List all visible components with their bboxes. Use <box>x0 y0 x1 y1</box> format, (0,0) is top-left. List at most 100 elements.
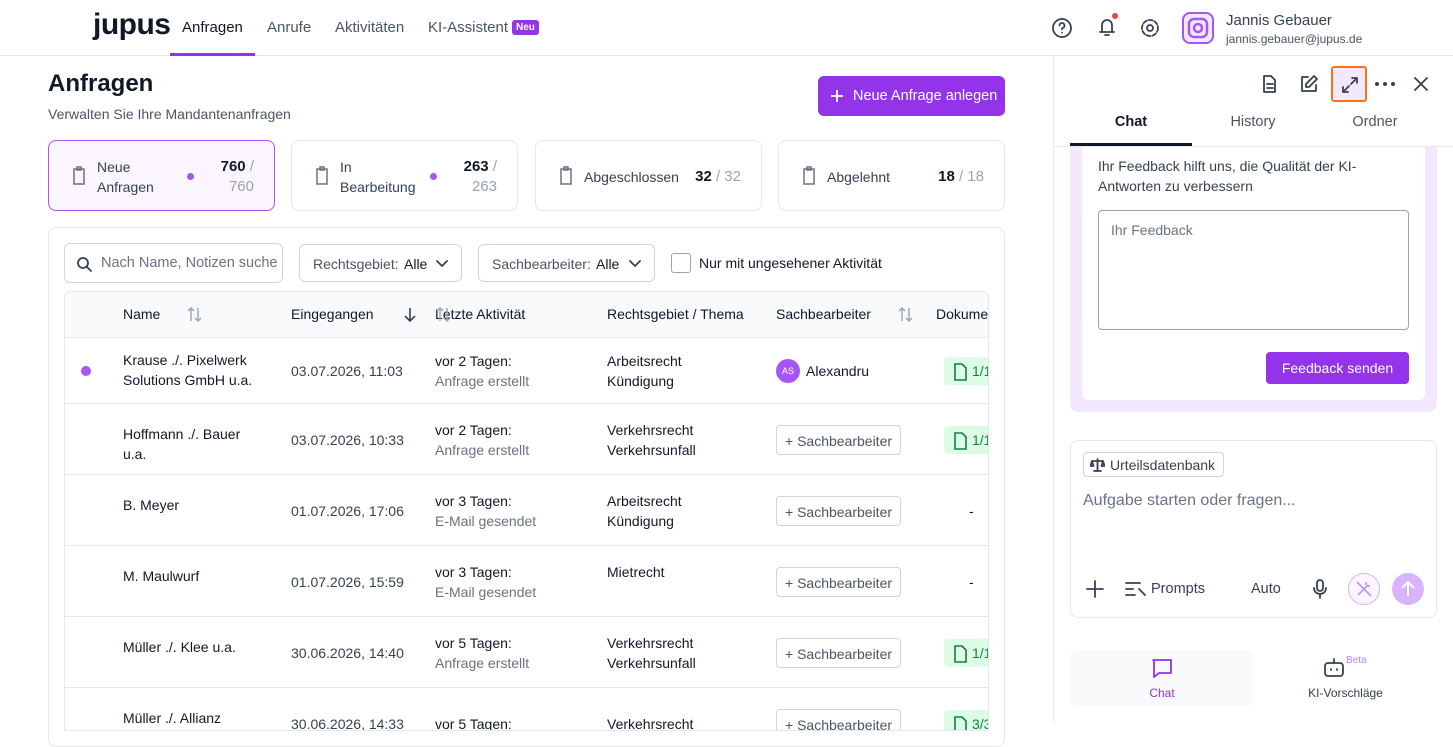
icon-part <box>86 266 92 272</box>
stat-count: 760 / 760 <box>214 157 254 197</box>
nav-underline <box>170 53 255 56</box>
select[interactable]: Sachbearbeiter: Alle <box>478 244 655 282</box>
icon-part <box>1058 22 1066 34</box>
stat-card[interactable]: Neue Anfragen 760 / 760 <box>48 140 275 211</box>
icon-part <box>1263 75 1276 93</box>
clipboard-icon <box>70 166 88 189</box>
name: Hoffmann ./. Bauer u.a. <box>123 426 241 462</box>
column-header[interactable]: Eingegangen <box>291 306 374 322</box>
table-row[interactable]: Hoffmann ./. Bauer u.a. 03.07.2026, 10:33… <box>65 403 988 474</box>
more-icon[interactable] <box>1374 76 1396 92</box>
clipboard-icon-svg <box>73 166 85 185</box>
sort-icon-svg <box>436 307 451 322</box>
docs-badge[interactable]: 1/1 <box>944 357 988 386</box>
table-row[interactable]: Müller ./. Allianz 30.06.2026, 14:33 vor 5… <box>65 687 988 731</box>
unread-dot <box>187 173 194 180</box>
assign-button[interactable]: + Sachbearbeiter <box>776 424 902 455</box>
sort-icon <box>435 305 453 328</box>
activity-time: vor 5 Tagen: <box>435 634 512 651</box>
assign-button[interactable]: + Sachbearbeiter <box>776 566 902 597</box>
feedback-button[interactable]: Feedback senden <box>1266 352 1409 384</box>
column-header[interactable]: Letzte Aktivität <box>435 306 526 322</box>
logo[interactable]: jupus <box>93 8 171 41</box>
nav-item[interactable]: KI-Assistent <box>428 19 509 36</box>
table-row[interactable]: Müller ./. Klee u.a. 30.06.2026, 14:40 vor… <box>65 616 988 687</box>
nav-item[interactable]: Aktivitäten <box>335 19 405 36</box>
docs-badge[interactable]: 1/1 <box>944 638 988 667</box>
checkbox[interactable] <box>671 253 691 273</box>
unread-dot <box>81 366 91 376</box>
topic: Verkehrsunfall <box>607 654 696 671</box>
table-row[interactable]: B. Meyer 01.07.2026, 17:06 vor 3 Tagen: E-M… <box>65 474 988 545</box>
icon-part <box>954 363 967 381</box>
nav-item[interactable]: Anrufe <box>267 19 312 36</box>
bell-icon[interactable] <box>1095 12 1121 38</box>
doc-icon <box>952 363 970 386</box>
clipboard-icon-svg <box>560 166 572 185</box>
chip[interactable]: Urteilsdatenbank <box>1083 452 1225 477</box>
clipboard-icon-svg <box>316 166 328 185</box>
mode-button[interactable]: Auto <box>1251 581 1281 597</box>
assign-button[interactable]: + Sachbearbeiter <box>776 637 902 668</box>
icon-part <box>1313 587 1327 599</box>
clipboard-icon <box>313 166 331 189</box>
add-icon[interactable] <box>1086 580 1104 598</box>
edit-icon[interactable] <box>1299 74 1319 94</box>
clipboard-icon <box>557 166 575 189</box>
icon-part <box>1099 19 1115 36</box>
docs-badge[interactable]: 3/3 <box>944 709 988 730</box>
expand-button[interactable] <box>1331 66 1367 102</box>
mic-icon[interactable] <box>1311 579 1329 599</box>
avatar[interactable] <box>1182 12 1214 44</box>
table-row[interactable]: Krause ./. Pixelwerk Solutions GmbH u.a.… <box>65 337 988 403</box>
select-label: Sachbearbeiter: <box>492 256 591 272</box>
send-icon <box>1401 580 1415 596</box>
activity-time: vor 3 Tagen: <box>435 492 512 509</box>
docs-count: 1/1 <box>972 431 988 448</box>
prompts-button[interactable]: Prompts <box>1151 581 1205 597</box>
assign-button[interactable]: + Sachbearbeiter <box>776 708 902 730</box>
area: Mietrecht <box>607 564 665 580</box>
column-header[interactable]: Dokumente <box>936 306 989 322</box>
feedback-textarea[interactable]: Ihr Feedback <box>1098 210 1409 330</box>
send-button[interactable] <box>1392 573 1424 605</box>
sort-desc-icon <box>401 305 419 328</box>
docs-badge[interactable]: 1/1 <box>944 425 988 454</box>
tab[interactable]: Ordner <box>1352 114 1398 130</box>
icon-part <box>1414 77 1428 91</box>
stat-card[interactable]: Abgeschlossen 32 / 32 <box>535 140 762 211</box>
activity-time: vor 3 Tagen: <box>435 563 512 580</box>
activity: E-Mail gesendet <box>435 583 537 600</box>
icon-part <box>436 307 451 322</box>
stat-card[interactable]: Abgelehnt 18 / 18 <box>778 140 1005 211</box>
select[interactable]: Rechtsgebiet: Alle <box>299 244 462 282</box>
assign-button[interactable]: + Sachbearbeiter <box>776 495 902 526</box>
stat-label: In Bearbeitung <box>340 159 416 195</box>
assignee-name: Alexandru <box>806 363 870 379</box>
icon-part <box>1052 18 1072 38</box>
stat-card[interactable]: In Bearbeitung 263 / 263 <box>291 140 518 211</box>
composer-placeholder[interactable]: Aufgabe starten oder fragen... <box>1083 492 1296 509</box>
column-header[interactable]: Name <box>123 306 161 322</box>
column-header[interactable]: Sachbearbeiter <box>776 306 871 322</box>
close-icon[interactable] <box>1413 76 1429 92</box>
nav-item[interactable]: Anfragen <box>182 19 243 36</box>
bottom-tab-label: Chat <box>1149 686 1175 700</box>
help-icon[interactable] <box>1051 17 1073 39</box>
icon-part <box>1391 82 1395 86</box>
column-header[interactable]: Rechtsgebiet / Thema <box>607 306 744 322</box>
tab[interactable]: History <box>1230 114 1276 130</box>
robot-icon[interactable] <box>1323 657 1345 679</box>
table-row[interactable]: M. Maulwurf 01.07.2026, 15:59 vor 3 Tagen:… <box>65 545 988 616</box>
search-input[interactable]: Nach Name, Notizen suche <box>64 243 283 283</box>
count: 18 <box>938 168 955 185</box>
feedback-text: Ihr Feedback hilft uns, die Qualität der… <box>1098 158 1357 194</box>
new-request-button[interactable]: Neue Anfrage anlegen <box>818 76 1005 116</box>
settings-icon[interactable] <box>1139 17 1161 39</box>
magic-button[interactable] <box>1348 573 1380 605</box>
tab[interactable]: Chat <box>1114 114 1148 130</box>
table-header <box>65 292 988 337</box>
doc-icon[interactable] <box>1259 74 1279 94</box>
icon-part <box>436 260 448 267</box>
activity-time: vor 5 Tagen: <box>435 715 512 731</box>
